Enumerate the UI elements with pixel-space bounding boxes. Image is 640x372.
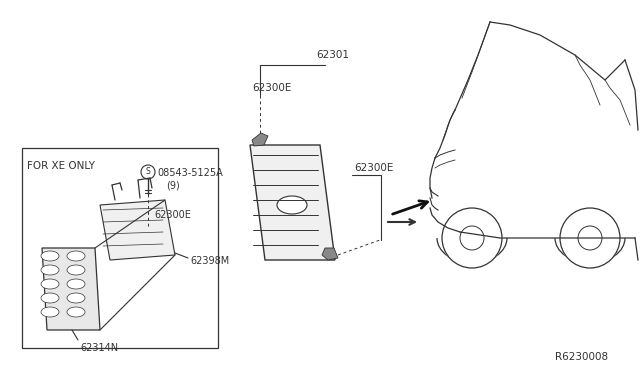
Ellipse shape — [67, 251, 85, 261]
Text: 62301: 62301 — [316, 50, 349, 60]
Text: 62398M: 62398M — [190, 256, 229, 266]
Circle shape — [560, 208, 620, 268]
Text: FOR XE ONLY: FOR XE ONLY — [27, 161, 95, 171]
Ellipse shape — [41, 293, 59, 303]
Ellipse shape — [277, 196, 307, 214]
Ellipse shape — [41, 251, 59, 261]
Text: R6230008: R6230008 — [555, 352, 608, 362]
Text: 62314N: 62314N — [80, 343, 118, 353]
Text: 62300E: 62300E — [354, 163, 394, 173]
Ellipse shape — [67, 265, 85, 275]
Polygon shape — [252, 133, 268, 146]
Polygon shape — [100, 200, 175, 260]
Text: S: S — [146, 167, 150, 176]
Ellipse shape — [41, 279, 59, 289]
Polygon shape — [144, 223, 158, 235]
Ellipse shape — [41, 307, 59, 317]
Ellipse shape — [41, 265, 59, 275]
Ellipse shape — [67, 307, 85, 317]
Bar — [22, 148, 218, 348]
Text: 62300E: 62300E — [252, 83, 291, 93]
Text: 62300E: 62300E — [154, 210, 191, 220]
Polygon shape — [322, 248, 338, 260]
Polygon shape — [42, 248, 100, 330]
Circle shape — [442, 208, 502, 268]
Text: 08543-5125A: 08543-5125A — [157, 168, 223, 178]
Polygon shape — [250, 145, 335, 260]
Ellipse shape — [67, 279, 85, 289]
Ellipse shape — [67, 293, 85, 303]
Text: (9): (9) — [166, 180, 180, 190]
